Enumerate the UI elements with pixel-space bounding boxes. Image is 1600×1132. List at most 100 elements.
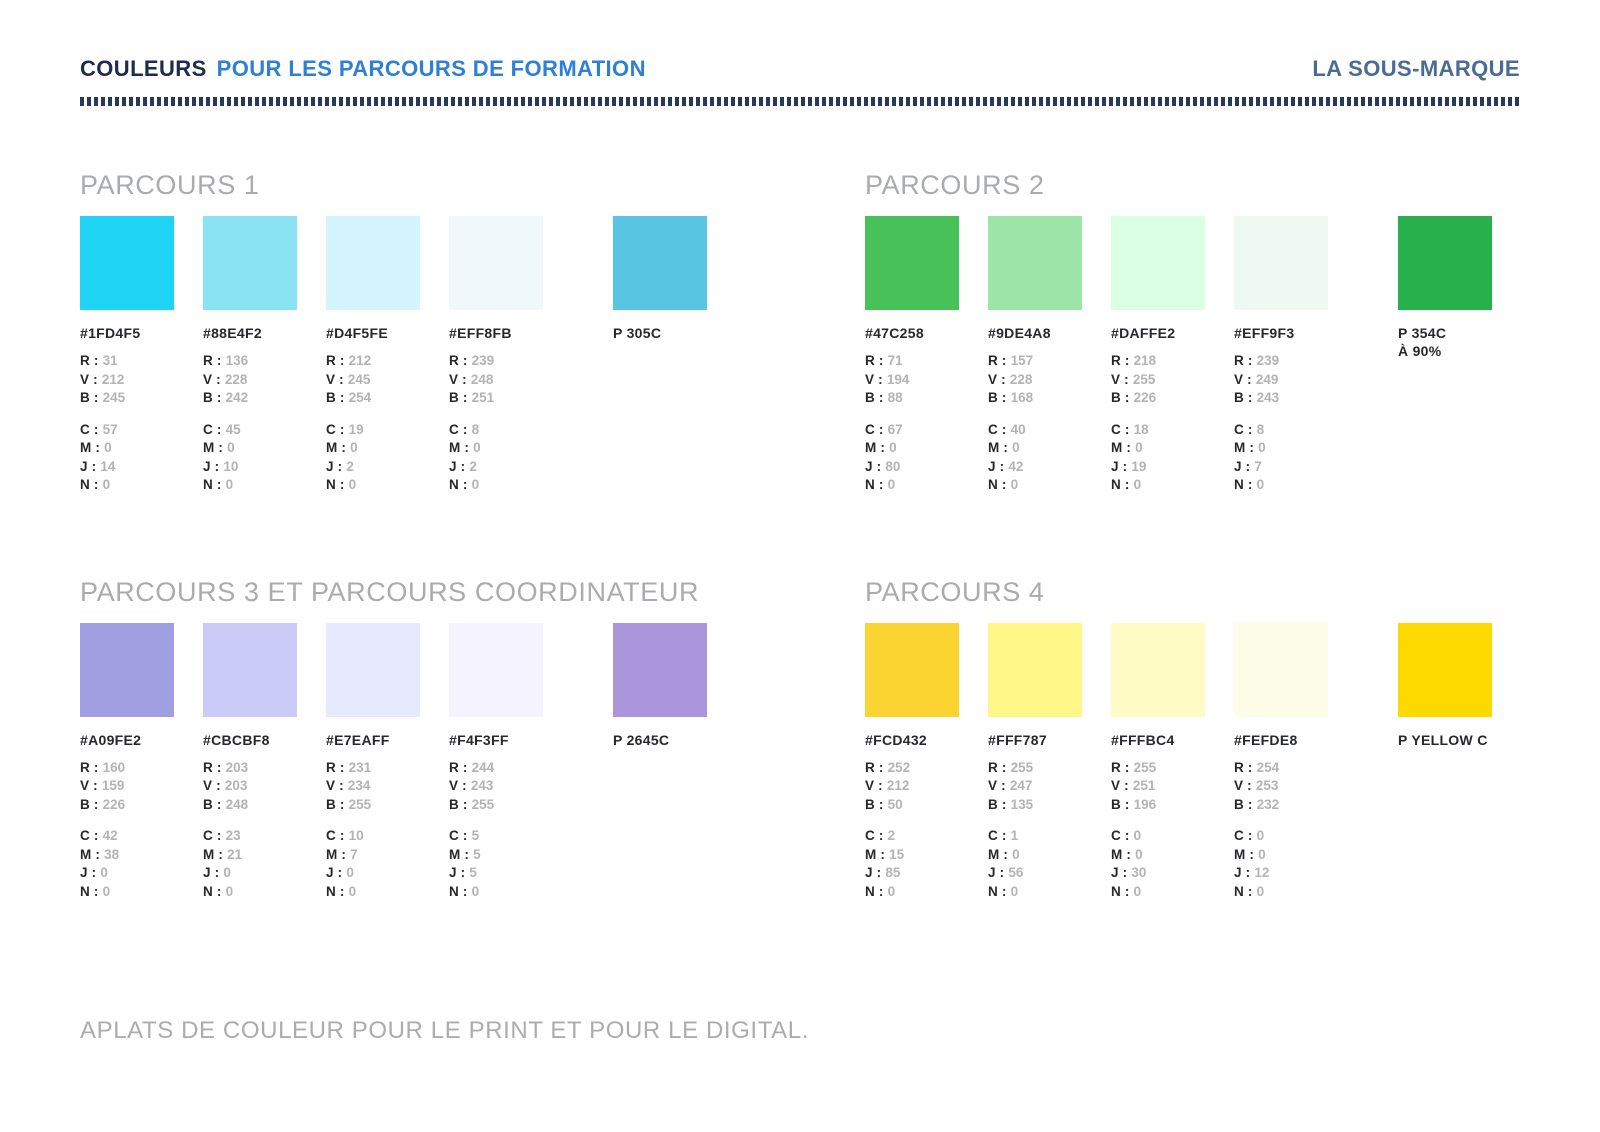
value-line: B :226: [1111, 389, 1205, 408]
value-line: V :212: [80, 371, 174, 390]
value-line: C :67: [865, 421, 959, 440]
value-key: M :: [1111, 440, 1132, 455]
value-key: V :: [1234, 778, 1252, 793]
value-line: V :251: [1111, 777, 1205, 796]
page-title-primary: COULEURS: [80, 56, 207, 81]
value-key: N :: [865, 477, 884, 492]
value-number: 5: [473, 846, 481, 862]
value-line: C :42: [80, 827, 174, 846]
value-key: C :: [865, 421, 884, 437]
value-line: J :7: [1234, 458, 1328, 477]
value-line: J :12: [1234, 864, 1328, 883]
value-key: J :: [1234, 865, 1251, 880]
value-number: 18: [1133, 421, 1149, 437]
value-number: 255: [1133, 759, 1157, 775]
value-line: R :218: [1111, 352, 1205, 371]
value-number: 226: [1133, 390, 1157, 405]
value-line: M :0: [1234, 439, 1328, 458]
value-key: V :: [988, 778, 1006, 793]
value-number: 14: [100, 458, 116, 474]
value-key: V :: [1234, 371, 1252, 387]
value-key: J :: [865, 458, 882, 474]
value-key: V :: [326, 778, 344, 793]
color-swatch: [80, 216, 174, 310]
value-line: J :19: [1111, 458, 1205, 477]
value-number: 0: [1135, 440, 1143, 455]
value-line: J :56: [988, 864, 1082, 883]
value-key: J :: [988, 458, 1005, 474]
hex-code-label: #EFF8FB: [449, 325, 512, 341]
pantone-name: P 2645C: [613, 731, 670, 748]
rvb-group: R :244 V :243 B :255: [449, 759, 543, 815]
value-line: J :85: [865, 864, 959, 883]
value-number: 0: [1256, 477, 1265, 492]
hex-code-label: #47C258: [865, 325, 924, 341]
value-key: C :: [326, 828, 345, 843]
value-line: M :0: [1111, 846, 1205, 865]
value-line: C :18: [1111, 421, 1205, 440]
value-line: V :194: [865, 371, 959, 390]
rvb-group: R :31 V :212 B :245: [80, 352, 174, 408]
value-line: V :228: [203, 371, 297, 390]
palette-sections-grid: PARCOURS 1 #1FD4F5 R :31 V :212 B :245 C :57…: [80, 170, 1520, 901]
value-number: 8: [471, 421, 480, 437]
value-key: C :: [80, 421, 99, 437]
pantone-name: P 354C: [1398, 325, 1447, 341]
value-line: N :0: [1234, 476, 1328, 495]
value-line: C :45: [203, 421, 297, 440]
value-key: B :: [449, 796, 468, 812]
pantone-card: P YELLOW C: [1398, 622, 1492, 749]
value-number: 15: [889, 846, 905, 862]
hex-code-label: #FFF787: [988, 731, 1047, 748]
value-line: N :0: [988, 476, 1082, 495]
value-line: J :10: [203, 458, 297, 477]
value-key: M :: [203, 440, 224, 455]
value-key: N :: [1234, 883, 1253, 899]
value-line: R :254: [1234, 759, 1328, 778]
value-number: 0: [471, 477, 480, 492]
value-line: C :2: [865, 827, 959, 846]
value-number: 251: [471, 390, 495, 405]
value-number: 0: [346, 865, 354, 880]
value-number: 0: [102, 883, 111, 899]
value-key: J :: [1111, 865, 1128, 880]
value-line: C :40: [988, 421, 1082, 440]
value-number: 0: [1012, 846, 1020, 862]
value-key: R :: [203, 759, 222, 775]
value-key: V :: [203, 371, 221, 387]
color-swatch: [1234, 216, 1328, 310]
value-line: N :0: [449, 476, 543, 495]
value-key: R :: [326, 759, 345, 775]
color-swatch: [326, 216, 420, 310]
value-key: M :: [326, 846, 347, 862]
value-number: 19: [348, 421, 364, 437]
value-line: V :228: [988, 371, 1082, 390]
value-number: 239: [471, 353, 495, 368]
value-number: 0: [102, 477, 111, 492]
value-number: 244: [471, 759, 495, 775]
value-key: J :: [449, 458, 466, 474]
value-number: 254: [1256, 759, 1280, 775]
color-swatch: [1234, 622, 1328, 717]
value-number: 228: [1009, 371, 1033, 387]
value-line: C :0: [1234, 827, 1328, 846]
value-line: V :253: [1234, 777, 1328, 796]
page-title: COULEURS POUR LES PARCOURS DE FORMATION: [80, 56, 646, 82]
value-number: 160: [102, 759, 126, 775]
value-number: 255: [1010, 759, 1034, 775]
rvb-group: R :239 V :248 B :251: [449, 352, 543, 408]
value-number: 2: [887, 828, 896, 843]
